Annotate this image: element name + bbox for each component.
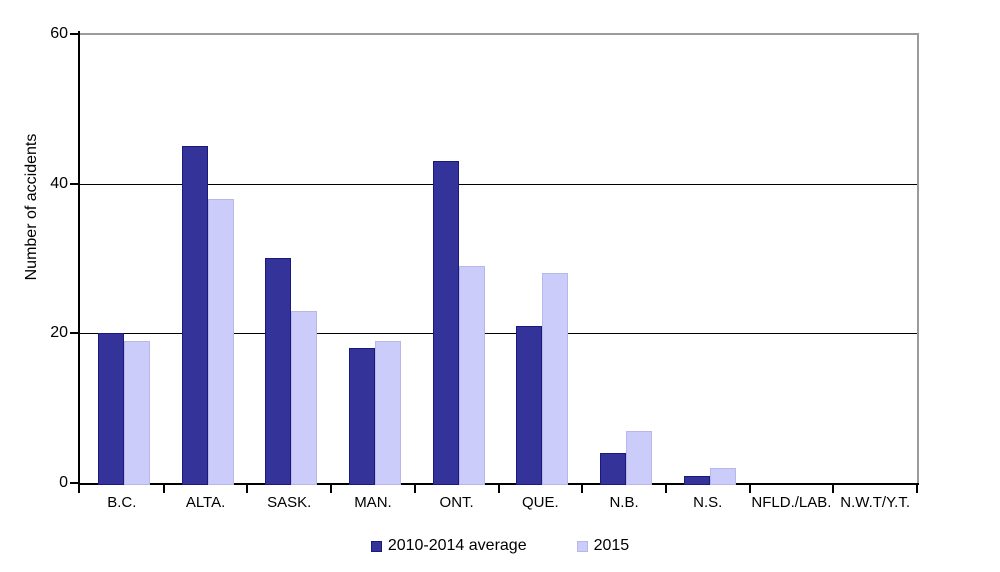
bar-s2015-man <box>374 341 401 485</box>
legend-swatch-1 <box>576 540 588 552</box>
legend-swatch-0 <box>370 540 382 552</box>
y-tick-0 <box>70 482 78 484</box>
y-tick-label-60: 60 <box>50 25 68 42</box>
bar-s2015-ns <box>709 468 736 485</box>
x-tick-9 <box>832 485 835 493</box>
y-axis-title: Number of accidents <box>23 133 40 281</box>
x-label-sask: SASK. <box>267 494 312 511</box>
y-axis-line <box>78 31 80 493</box>
x-tick-10 <box>916 485 918 493</box>
y-tick-label-40: 40 <box>50 174 68 192</box>
x-tick-5 <box>497 485 500 493</box>
x-label-que: QUE. <box>522 494 559 511</box>
x-tick-6 <box>581 485 584 493</box>
x-tick-4 <box>413 485 416 493</box>
y-tick-40 <box>70 182 78 185</box>
x-label-man: MAN. <box>354 494 392 511</box>
legend-item-0: 2010-2014 average <box>370 537 527 555</box>
bar-s2015-sask <box>291 311 318 485</box>
x-label-nfldlab: NFLD./LAB. <box>751 494 832 511</box>
gridline-40 <box>80 183 917 185</box>
legend-item-1: 2015 <box>576 537 630 555</box>
bar-avg-bc <box>97 333 124 485</box>
x-tick-2 <box>246 485 249 493</box>
y-tick-label-20: 20 <box>50 324 68 342</box>
bar-avg-alta <box>181 146 208 485</box>
x-label-ns: N.S. <box>693 494 723 511</box>
bar-s2015-bc <box>123 341 150 485</box>
bar-s2015-nb <box>626 431 653 485</box>
bar-avg-nb <box>600 453 627 485</box>
y-tick-20 <box>70 332 78 335</box>
legend: 2010-2014 average 2015 <box>0 537 1000 555</box>
y-tick-60 <box>70 33 78 35</box>
bar-s2015-que <box>542 273 569 485</box>
legend-label-1: 2015 <box>593 537 630 554</box>
x-axis-line <box>78 483 919 485</box>
x-tick-3 <box>330 485 333 493</box>
x-label-bc: B.C. <box>107 494 137 511</box>
bar-s2015-alta <box>207 199 234 485</box>
legend-label-0: 2010-2014 average <box>387 537 527 554</box>
bar-avg-ns <box>683 476 710 485</box>
x-tick-8 <box>748 485 751 493</box>
bar-avg-man <box>348 348 375 485</box>
bar-avg-ont <box>432 161 459 485</box>
bar-avg-sask <box>265 258 292 485</box>
x-tick-1 <box>162 485 165 493</box>
x-label-nwtyt: N.W.T/Y.T. <box>840 494 911 511</box>
y-tick-label-0: 0 <box>59 474 68 491</box>
plot-right-border <box>917 33 919 485</box>
x-label-nb: N.B. <box>609 494 639 511</box>
x-label-alta: ALTA. <box>185 494 226 511</box>
gridline-20 <box>80 333 917 335</box>
bar-avg-que <box>516 326 543 485</box>
plot-top-border <box>78 33 919 35</box>
x-tick-7 <box>664 485 667 493</box>
bar-s2015-ont <box>458 266 485 485</box>
x-label-ont: ONT. <box>439 494 474 511</box>
